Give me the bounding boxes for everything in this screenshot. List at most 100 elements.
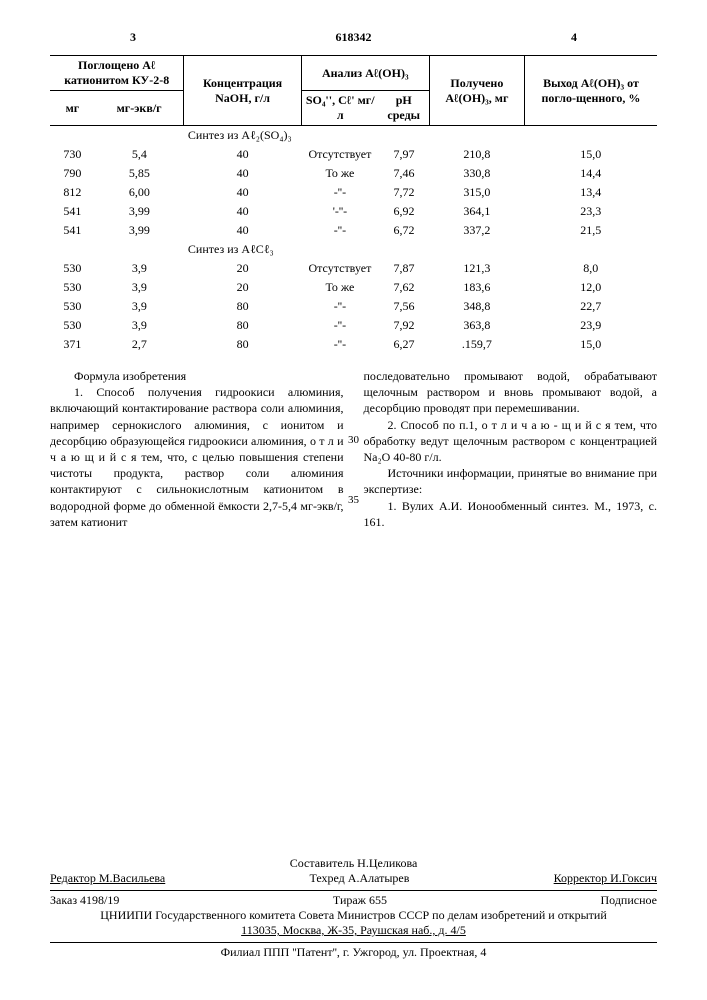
table-cell: 13,4 [524,183,657,202]
page-num-right: 4 [571,30,577,45]
col-h2: Концентрация NaOH, г/л [184,56,301,126]
table-cell: 6,00 [95,183,184,202]
table-cell: 40 [184,202,301,221]
footer-korrektor: Корректор И.Гоксич [554,871,657,886]
table-cell: .159,7 [429,335,524,354]
footer-podpisnoe: Подписное [601,893,658,908]
table-cell: 40 [184,221,301,240]
table-cell: 80 [184,297,301,316]
line-num-30: 30 [348,434,359,446]
table-cell: 210,8 [429,145,524,164]
table-cell: 183,6 [429,278,524,297]
table-cell: 7,97 [379,145,430,164]
table-cell: 790 [50,164,95,183]
table-section: Синтез из Aℓ₂(SO₄)₃ [50,126,657,146]
para-5: 1. Вулих А.И. Ионообменный синтез. М., 1… [364,498,658,530]
footer-techred: Техред А.Алатырев [309,871,409,886]
table-cell: 7,56 [379,297,430,316]
table-cell: 80 [184,335,301,354]
table-cell: Отсутствует [301,145,378,164]
table-cell: 121,3 [429,259,524,278]
table-row: 5413,9940-''-6,72337,221,5 [50,221,657,240]
table-cell: 7,87 [379,259,430,278]
table-cell: 23,9 [524,316,657,335]
table-cell: -''- [301,183,378,202]
formula-title: Формула изобретения [50,368,344,384]
table-cell: 530 [50,316,95,335]
table-cell: 14,4 [524,164,657,183]
footer-org: ЦНИИПИ Государственного комитета Совета … [50,908,657,923]
table-cell: 22,7 [524,297,657,316]
table-cell: 12,0 [524,278,657,297]
table-section: Синтез из AℓCℓ₃ [50,240,657,259]
para-1: 1. Способ получения гидроокиси алюминия,… [50,384,344,530]
table-cell: 20 [184,278,301,297]
para-4: Источники информации, принятые во вниман… [364,465,658,497]
table-cell: 3,9 [95,316,184,335]
table-head: Поглощено Aℓ катионитом КУ-2-8 Концентра… [50,56,657,126]
table-row: 5303,920То же7,62183,612,0 [50,278,657,297]
footer-zakaz: Заказ 4198/19 [50,893,119,908]
table-cell: 363,8 [429,316,524,335]
footer-tirazh: Тираж 655 [333,893,387,908]
table-cell: -''- [301,335,378,354]
table-cell: 530 [50,278,95,297]
footer-addr: 113035, Москва, Ж-35, Раушская наб., д. … [50,923,657,938]
table-cell: 3,9 [95,259,184,278]
para-3: 2. Способ по п.1, о т л и ч а ю - щ и й … [364,417,658,466]
table-row: 5303,980-''-7,92363,823,9 [50,316,657,335]
table-cell: 541 [50,202,95,221]
table-cell: 7,62 [379,278,430,297]
line-num-35: 35 [348,494,359,506]
footer-order: Заказ 4198/19 Тираж 655 Подписное [50,893,657,908]
table-cell: 530 [50,259,95,278]
table-cell: 6,27 [379,335,430,354]
col-h1b: мг-экв/г [95,91,184,126]
table-cell: 2,7 [95,335,184,354]
data-table: Поглощено Aℓ катионитом КУ-2-8 Концентра… [50,55,657,354]
table-cell: 7,46 [379,164,430,183]
table-cell: '-''- [301,202,378,221]
page-num-left: 3 [130,30,136,45]
table-row: 8126,0040-''-7,72315,013,4 [50,183,657,202]
footer-compiler: Составитель Н.Целикова [50,856,657,871]
col-h3: Анализ Aℓ(OH)₃ [301,56,429,91]
table-cell: 6,92 [379,202,430,221]
table-row: 3712,780-''-6,27.159,715,0 [50,335,657,354]
table-row: 7905,8540То же7,46330,814,4 [50,164,657,183]
table-cell: 20 [184,259,301,278]
table-cell: 7,92 [379,316,430,335]
table-cell: 5,85 [95,164,184,183]
table-cell: -''- [301,221,378,240]
col-h1a: мг [50,91,95,126]
table-cell: 730 [50,145,95,164]
table-cell: 8,0 [524,259,657,278]
table-cell: -''- [301,297,378,316]
table-cell: 371 [50,335,95,354]
table-cell: 15,0 [524,145,657,164]
section-label: Синтез из AℓCℓ₃ [184,240,379,259]
col-h4: Получено Aℓ(OH)₃, мг [429,56,524,126]
footer-filial: Филиал ППП ''Патент'', г. Ужгород, ул. П… [50,945,657,960]
para-2: последовательно промывают водой, обрабат… [364,368,658,417]
footer-editor: Редактор М.Васильева [50,871,165,886]
col-h5: Выход Aℓ(OH)₃ от погло-щенного, % [524,56,657,126]
table-body: Синтез из Aℓ₂(SO₄)₃7305,440Отсутствует7,… [50,126,657,355]
table-cell: 6,72 [379,221,430,240]
table-cell: 812 [50,183,95,202]
table-cell: -''- [301,316,378,335]
col-h3a: SO₄'', Cℓ' мг/л [301,91,378,126]
table-cell: 3,9 [95,278,184,297]
table-cell: 3,9 [95,297,184,316]
footer: Составитель Н.Целикова Редактор М.Василь… [50,856,657,960]
table-cell: 21,5 [524,221,657,240]
table-cell: Отсутствует [301,259,378,278]
table-cell: 40 [184,164,301,183]
table-row: 5413,9940'-''-6,92364,123,3 [50,202,657,221]
column-left: Формула изобретения 1. Способ получения … [50,368,344,530]
table-row: 5303,980-''-7,56348,822,7 [50,297,657,316]
table-cell: 330,8 [429,164,524,183]
table-cell: 530 [50,297,95,316]
table-row: 7305,440Отсутствует7,97210,815,0 [50,145,657,164]
table-cell: 15,0 [524,335,657,354]
